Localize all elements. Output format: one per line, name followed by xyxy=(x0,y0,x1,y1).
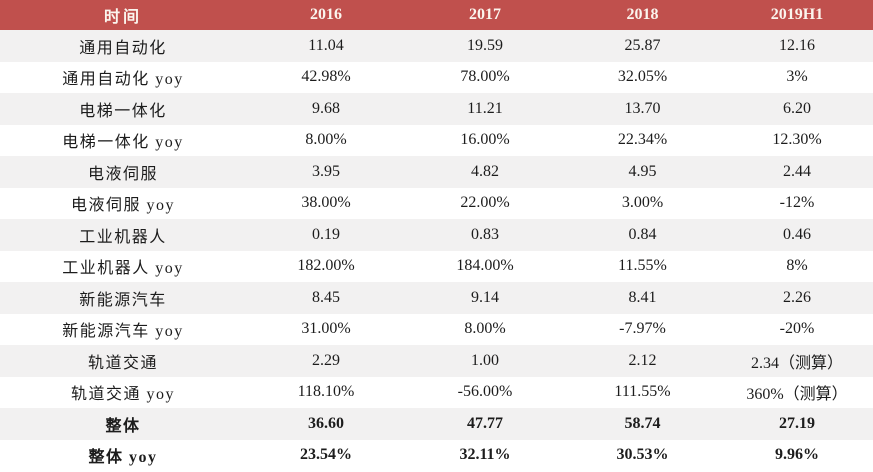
cell-value: 360%（测算） xyxy=(746,386,848,404)
cell-value: 2.12 xyxy=(628,351,657,369)
header-row: 时间 2016 2017 2018 2019H1 xyxy=(0,0,873,30)
cell-value: 11.55% xyxy=(618,257,667,275)
cell-value: -12% xyxy=(779,194,815,212)
cell-value: 9.14 xyxy=(471,288,499,306)
cell-value: 25.87 xyxy=(624,36,661,54)
cell-value: -20% xyxy=(779,320,815,338)
cell-value: 111.55% xyxy=(614,383,671,401)
table-row: 电液伺服 3.95 4.82 4.95 2.44 xyxy=(0,156,873,188)
cell-value: 78.00% xyxy=(460,68,510,86)
cell-value: 2.34（测算） xyxy=(750,354,843,372)
cell-value: 8.45 xyxy=(312,288,340,306)
table-row: 整体 yoy 23.54% 32.11% 30.53% 9.96% xyxy=(0,439,873,471)
cell-value: 22.34% xyxy=(617,131,668,149)
row-label: 通用自动化 yoy xyxy=(62,71,184,89)
row-label: 电液伺服 yoy xyxy=(70,197,175,215)
cell-value: 8% xyxy=(786,257,808,275)
cell-value: 0.84 xyxy=(628,225,657,243)
cell-value: 8.00% xyxy=(464,320,506,338)
row-label: 整体 yoy xyxy=(88,449,158,467)
table-row: 轨道交通 2.29 1.00 2.12 2.34（测算） xyxy=(0,345,873,377)
cell-value: 31.00% xyxy=(301,320,351,338)
table-row: 新能源汽车 8.45 9.14 8.41 2.26 xyxy=(0,282,873,314)
cell-value: -56.00% xyxy=(457,383,513,401)
cell-value: 13.70 xyxy=(624,99,661,117)
row-label: 电梯一体化 xyxy=(79,102,167,120)
cell-value: 58.74 xyxy=(624,414,661,432)
cell-value: 0.83 xyxy=(471,225,499,243)
cell-value: 19.59 xyxy=(467,36,503,54)
row-label: 轨道交通 yoy xyxy=(70,386,175,404)
cell-value: 3% xyxy=(786,68,808,86)
cell-value: 0.19 xyxy=(312,225,340,243)
cell-value: 11.21 xyxy=(467,99,503,117)
cell-value: 12.16 xyxy=(779,36,815,54)
table-row: 电液伺服 yoy 38.00% 22.00% 3.00% -12% xyxy=(0,187,873,219)
table-row: 轨道交通 yoy 118.10% -56.00% 111.55% 360%（测算） xyxy=(0,376,873,408)
cell-value: 12.30% xyxy=(772,131,822,149)
cell-value: 22.00% xyxy=(460,194,510,212)
cell-value: 4.82 xyxy=(471,162,499,180)
cell-value: 6.20 xyxy=(783,99,811,117)
header-cell-year: 2016 xyxy=(246,0,406,30)
row-label: 新能源汽车 yoy xyxy=(62,323,184,341)
header-cell-year: 2018 xyxy=(564,0,721,30)
cell-value: -7.97% xyxy=(619,320,666,338)
cell-value: 38.00% xyxy=(301,194,351,212)
row-label: 整体 xyxy=(105,417,141,435)
row-label: 电液伺服 xyxy=(87,165,158,183)
cell-value: 27.19 xyxy=(779,414,815,432)
cell-value: 184.00% xyxy=(456,257,514,275)
cell-value: 42.98% xyxy=(301,68,351,86)
cell-value: 2.29 xyxy=(312,351,340,369)
table-body: 通用自动化 11.04 19.59 25.87 12.16 通用自动化 yoy 42.98%… xyxy=(0,30,873,471)
table-row: 电梯一体化 9.68 11.21 13.70 6.20 xyxy=(0,93,873,125)
cell-value: 32.05% xyxy=(617,68,668,86)
cell-value: 23.54% xyxy=(300,446,352,464)
cell-value: 3.95 xyxy=(312,162,340,180)
cell-value: 9.96% xyxy=(775,446,819,464)
row-label: 轨道交通 xyxy=(87,354,158,372)
table-row: 通用自动化 11.04 19.59 25.87 12.16 xyxy=(0,30,873,62)
cell-value: 16.00% xyxy=(460,131,510,149)
row-label: 工业机器人 xyxy=(79,228,167,246)
cell-value: 2.44 xyxy=(783,162,811,180)
row-label: 工业机器人 yoy xyxy=(62,260,184,278)
row-label: 新能源汽车 xyxy=(79,291,167,309)
cell-value: 8.00% xyxy=(305,131,347,149)
cell-value: 3.00% xyxy=(621,194,664,212)
row-label: 电梯一体化 yoy xyxy=(62,134,184,152)
cell-value: 47.77 xyxy=(467,414,503,432)
table-row: 工业机器人 yoy 182.00% 184.00% 11.55% 8% xyxy=(0,250,873,282)
cell-value: 4.95 xyxy=(628,162,657,180)
cell-value: 30.53% xyxy=(616,446,669,464)
header-cell-time: 时间 xyxy=(0,0,246,30)
table-row: 新能源汽车 yoy 31.00% 8.00% -7.97% -20% xyxy=(0,313,873,345)
cell-value: 8.41 xyxy=(628,288,657,306)
row-label: 通用自动化 xyxy=(79,39,167,57)
cell-value: 36.60 xyxy=(308,414,344,432)
cell-value: 11.04 xyxy=(308,36,344,54)
cell-value: 0.46 xyxy=(783,225,811,243)
table-row: 整体 36.60 47.77 58.74 27.19 xyxy=(0,408,873,440)
cell-value: 118.10% xyxy=(297,383,355,401)
table-row: 工业机器人 0.19 0.83 0.84 0.46 xyxy=(0,219,873,251)
table-row: 通用自动化 yoy 42.98% 78.00% 32.05% 3% xyxy=(0,61,873,93)
table-row: 电梯一体化 yoy 8.00% 16.00% 22.34% 12.30% xyxy=(0,124,873,156)
cell-value: 182.00% xyxy=(297,257,355,275)
header-cell-year: 2017 xyxy=(406,0,564,30)
table-header: 时间 2016 2017 2018 2019H1 xyxy=(0,0,873,30)
cell-value: 2.26 xyxy=(783,288,811,306)
cell-value: 9.68 xyxy=(312,99,340,117)
cell-value: 32.11% xyxy=(459,446,511,464)
header-cell-year: 2019H1 xyxy=(721,0,873,30)
cell-value: 1.00 xyxy=(471,351,499,369)
